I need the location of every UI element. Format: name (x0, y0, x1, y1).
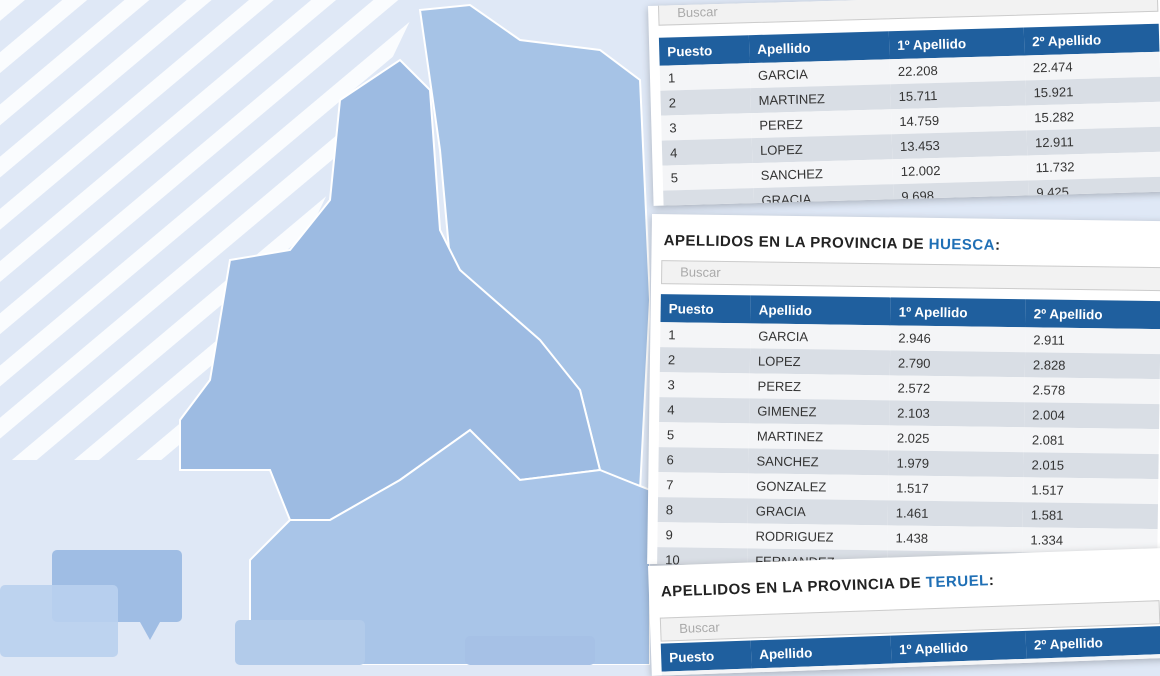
table-cell: GARCIA (750, 323, 891, 351)
search-input[interactable]: Buscar (657, 0, 1159, 26)
table-cell: 5 (662, 163, 754, 191)
table-cell: 1.979 (888, 450, 1024, 478)
table-cell: 9 (657, 522, 748, 549)
column-header: Puesto (658, 35, 750, 66)
table-cell: 12.002 (892, 155, 1029, 185)
table-cell: 15.921 (1025, 76, 1160, 106)
table-cell: 14.759 (890, 105, 1027, 135)
table-cell: 8 (657, 497, 749, 524)
column-header: Apellido (748, 31, 890, 64)
column-header: Apellido (750, 295, 891, 326)
table-cell: RODRIGUEZ (747, 523, 888, 551)
table-cell: 13.453 (891, 130, 1028, 160)
table-cell: GRACIA (747, 498, 889, 526)
table-cell: 6 (658, 447, 749, 474)
table-cell: 1.517 (1023, 477, 1159, 505)
table-cell: 22.474 (1024, 51, 1160, 81)
table-cell: 2.946 (890, 325, 1026, 353)
table-cell: 1.461 (887, 500, 1024, 528)
table-cell: 2.103 (889, 400, 1025, 428)
title-suffix: : (988, 571, 995, 590)
table-cell: 2.025 (888, 425, 1025, 453)
panel-title: APELLIDOS EN LA PROVINCIA DE TERUEL: (661, 572, 995, 601)
table-cell: 1.438 (887, 525, 1023, 553)
column-header: Puesto (660, 294, 751, 324)
table-cell: 7 (658, 472, 749, 499)
table-cell: 2.081 (1023, 427, 1160, 455)
column-header: 2º Apellido (1025, 299, 1160, 330)
table-cell: 2.004 (1024, 402, 1160, 430)
table-cell: 2 (659, 347, 751, 374)
table-cell: GIMENEZ (749, 398, 890, 426)
table-cell: 1 (659, 63, 751, 91)
table-cell: 2.472 (1026, 654, 1160, 676)
table-cell: 9.698 (893, 180, 1029, 206)
table-cell: 1.517 (888, 475, 1024, 503)
table-cell: SANCHEZ (748, 448, 889, 476)
title-prefix: APELLIDOS EN LA PROVINCIA DE (660, 574, 922, 601)
table-cell: 15.282 (1025, 101, 1160, 131)
title-province: HUESCA (928, 235, 996, 254)
table-cell: LOPEZ (749, 348, 891, 376)
table-cell: MARTINEZ (748, 423, 890, 451)
table-cell: GRACIA (753, 184, 894, 206)
table-cell: 15.711 (890, 80, 1026, 110)
table-panel: APELLIDOS EN LA PROVINCIA DE TERUEL: Busc… (648, 547, 1160, 676)
panel-title: APELLIDOS EN LA PROVINCIA DE HUESCA: (664, 232, 1001, 254)
table-cell: 12.911 (1026, 126, 1160, 156)
table-cell: LOPEZ (751, 134, 893, 164)
title-suffix: : (994, 236, 1001, 254)
table-cell: 4 (661, 138, 753, 166)
table-cell (663, 188, 754, 206)
table-cell: 2.572 (889, 375, 1025, 403)
table-cell: 11.732 (1027, 151, 1160, 181)
map-background (0, 0, 650, 665)
table-panel: APELLIDOS EN LA PROVINCIA DE HUESCA: Busc… (647, 214, 1160, 572)
table-cell: 5 (658, 422, 750, 449)
title-prefix: APELLIDOS EN LA PROVINCIA DE (663, 232, 925, 253)
table-cell: 3 (661, 113, 752, 141)
table-cell: 9.425 (1028, 176, 1160, 206)
table-cell: 2.911 (1025, 327, 1160, 355)
column-header: 2º Apellido (1023, 23, 1160, 56)
table-cell: GONZALEZ (748, 473, 889, 501)
table-cell: PEREZ (749, 373, 890, 401)
title-province: TERUEL (925, 572, 990, 592)
table-cell: 1 (660, 322, 751, 349)
table-cell: 4 (659, 397, 750, 424)
surname-table: Puesto Apellido 1º Apellido 2º Apellido 1 GAR… (657, 294, 1160, 572)
table-panel: Buscar Puesto Apellido 1º Apellido 2º Apelli… (648, 0, 1160, 206)
column-header: 1º Apellido (888, 27, 1025, 60)
table-cell: 2.828 (1024, 352, 1160, 380)
table-cell: 2.015 (1023, 452, 1159, 480)
table-cell: 3 (659, 372, 750, 399)
search-input[interactable]: Buscar (661, 260, 1160, 292)
column-header: 1º Apellido (890, 297, 1026, 328)
table-cell: 1.581 (1022, 502, 1158, 530)
column-header: Puesto (660, 640, 752, 672)
table-cell: 22.208 (889, 55, 1026, 85)
surname-table: Puesto Apellido 1º Apellido 2º Apellido 1 GAR… (658, 23, 1160, 206)
table-cell: 2.578 (1024, 377, 1160, 405)
table-cell: 2.790 (889, 350, 1026, 378)
table-cell: 2 (660, 88, 752, 116)
